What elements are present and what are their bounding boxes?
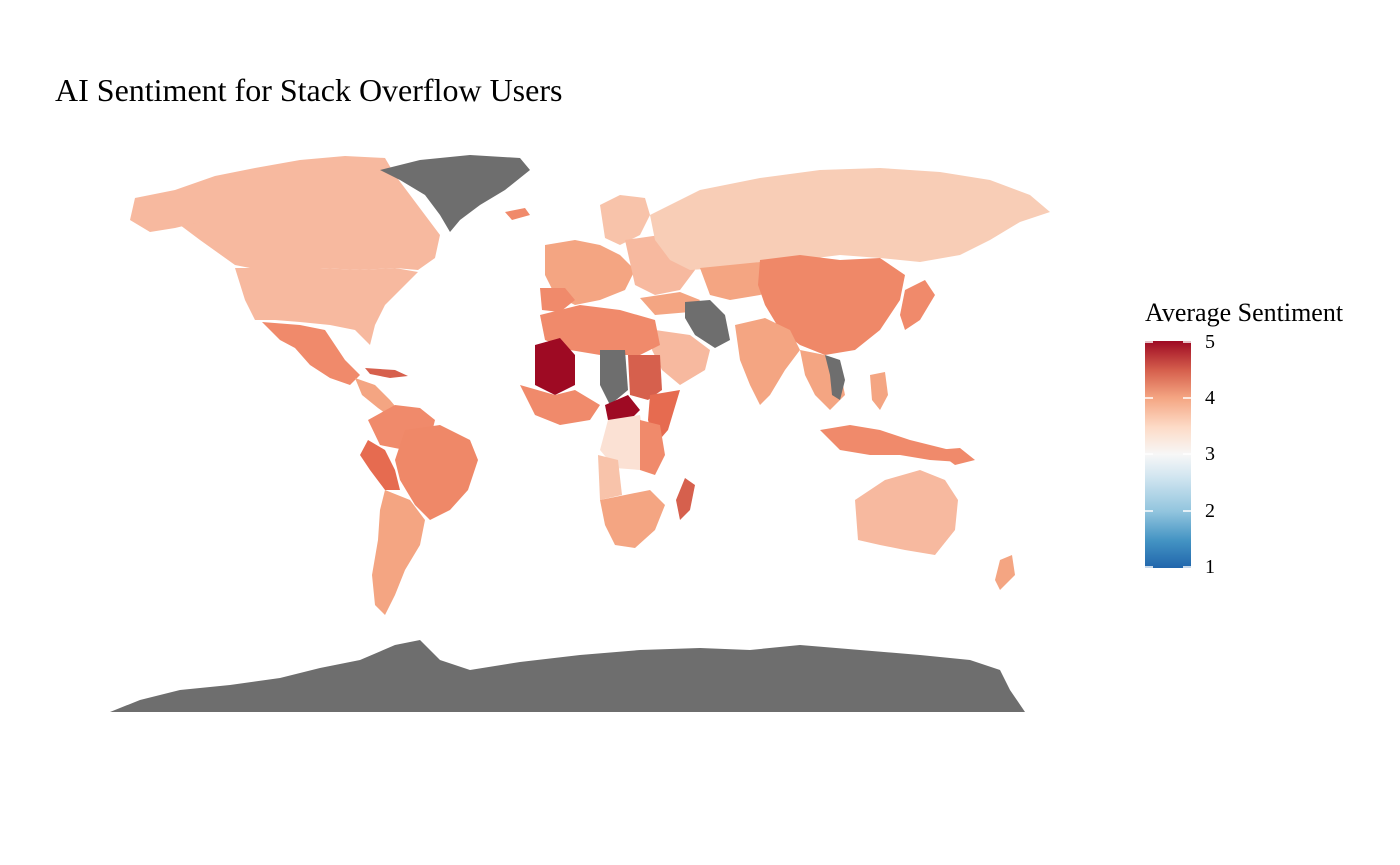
- legend-tick-3: 3: [1205, 443, 1215, 465]
- legend-tick-5: 5: [1205, 331, 1215, 353]
- region-philippines: [870, 372, 888, 410]
- region-caribbean: [365, 368, 408, 378]
- region-greenland: [380, 155, 530, 232]
- legend: Average Sentiment: [1145, 298, 1395, 598]
- region-argentina-chile: [372, 490, 425, 615]
- region-china: [758, 255, 905, 355]
- region-southern-africa: [600, 490, 665, 548]
- region-peru: [360, 440, 400, 490]
- region-canada: [135, 156, 440, 270]
- legend-tick-2: 2: [1205, 500, 1215, 522]
- region-alaska: [130, 196, 205, 232]
- region-arabia: [652, 330, 710, 385]
- region-east-africa: [640, 420, 665, 475]
- region-mali: [535, 338, 575, 395]
- legend-colorbar: [1145, 341, 1191, 568]
- region-brazil: [395, 425, 478, 520]
- region-usa: [235, 268, 418, 345]
- region-niger-chad: [600, 350, 628, 405]
- region-png: [935, 448, 975, 465]
- region-japan: [900, 280, 935, 330]
- region-indonesia: [820, 425, 960, 462]
- region-australia: [855, 470, 958, 555]
- region-vietnam: [825, 355, 845, 400]
- region-mexico: [262, 322, 360, 385]
- map-title: AI Sentiment for Stack Overflow Users: [55, 72, 563, 108]
- region-drc: [600, 415, 645, 470]
- region-western-europe: [545, 240, 635, 305]
- region-west-africa: [520, 385, 600, 425]
- region-madagascar: [676, 478, 695, 520]
- region-scandinavia: [600, 195, 650, 245]
- region-india: [735, 318, 800, 405]
- region-sudan: [628, 355, 662, 400]
- region-russia: [650, 168, 1050, 270]
- region-angola: [598, 455, 622, 500]
- region-iberia: [540, 288, 575, 312]
- region-north-africa: [540, 305, 660, 355]
- region-central-america: [355, 378, 400, 418]
- region-iceland: [505, 208, 530, 220]
- legend-tick-4: 4: [1205, 387, 1215, 409]
- region-new-zealand: [995, 555, 1015, 590]
- legend-tick-1: 1: [1205, 556, 1215, 578]
- legend-title: Average Sentiment: [1145, 298, 1344, 327]
- region-iran: [685, 300, 730, 348]
- region-antarctica: [110, 640, 1025, 712]
